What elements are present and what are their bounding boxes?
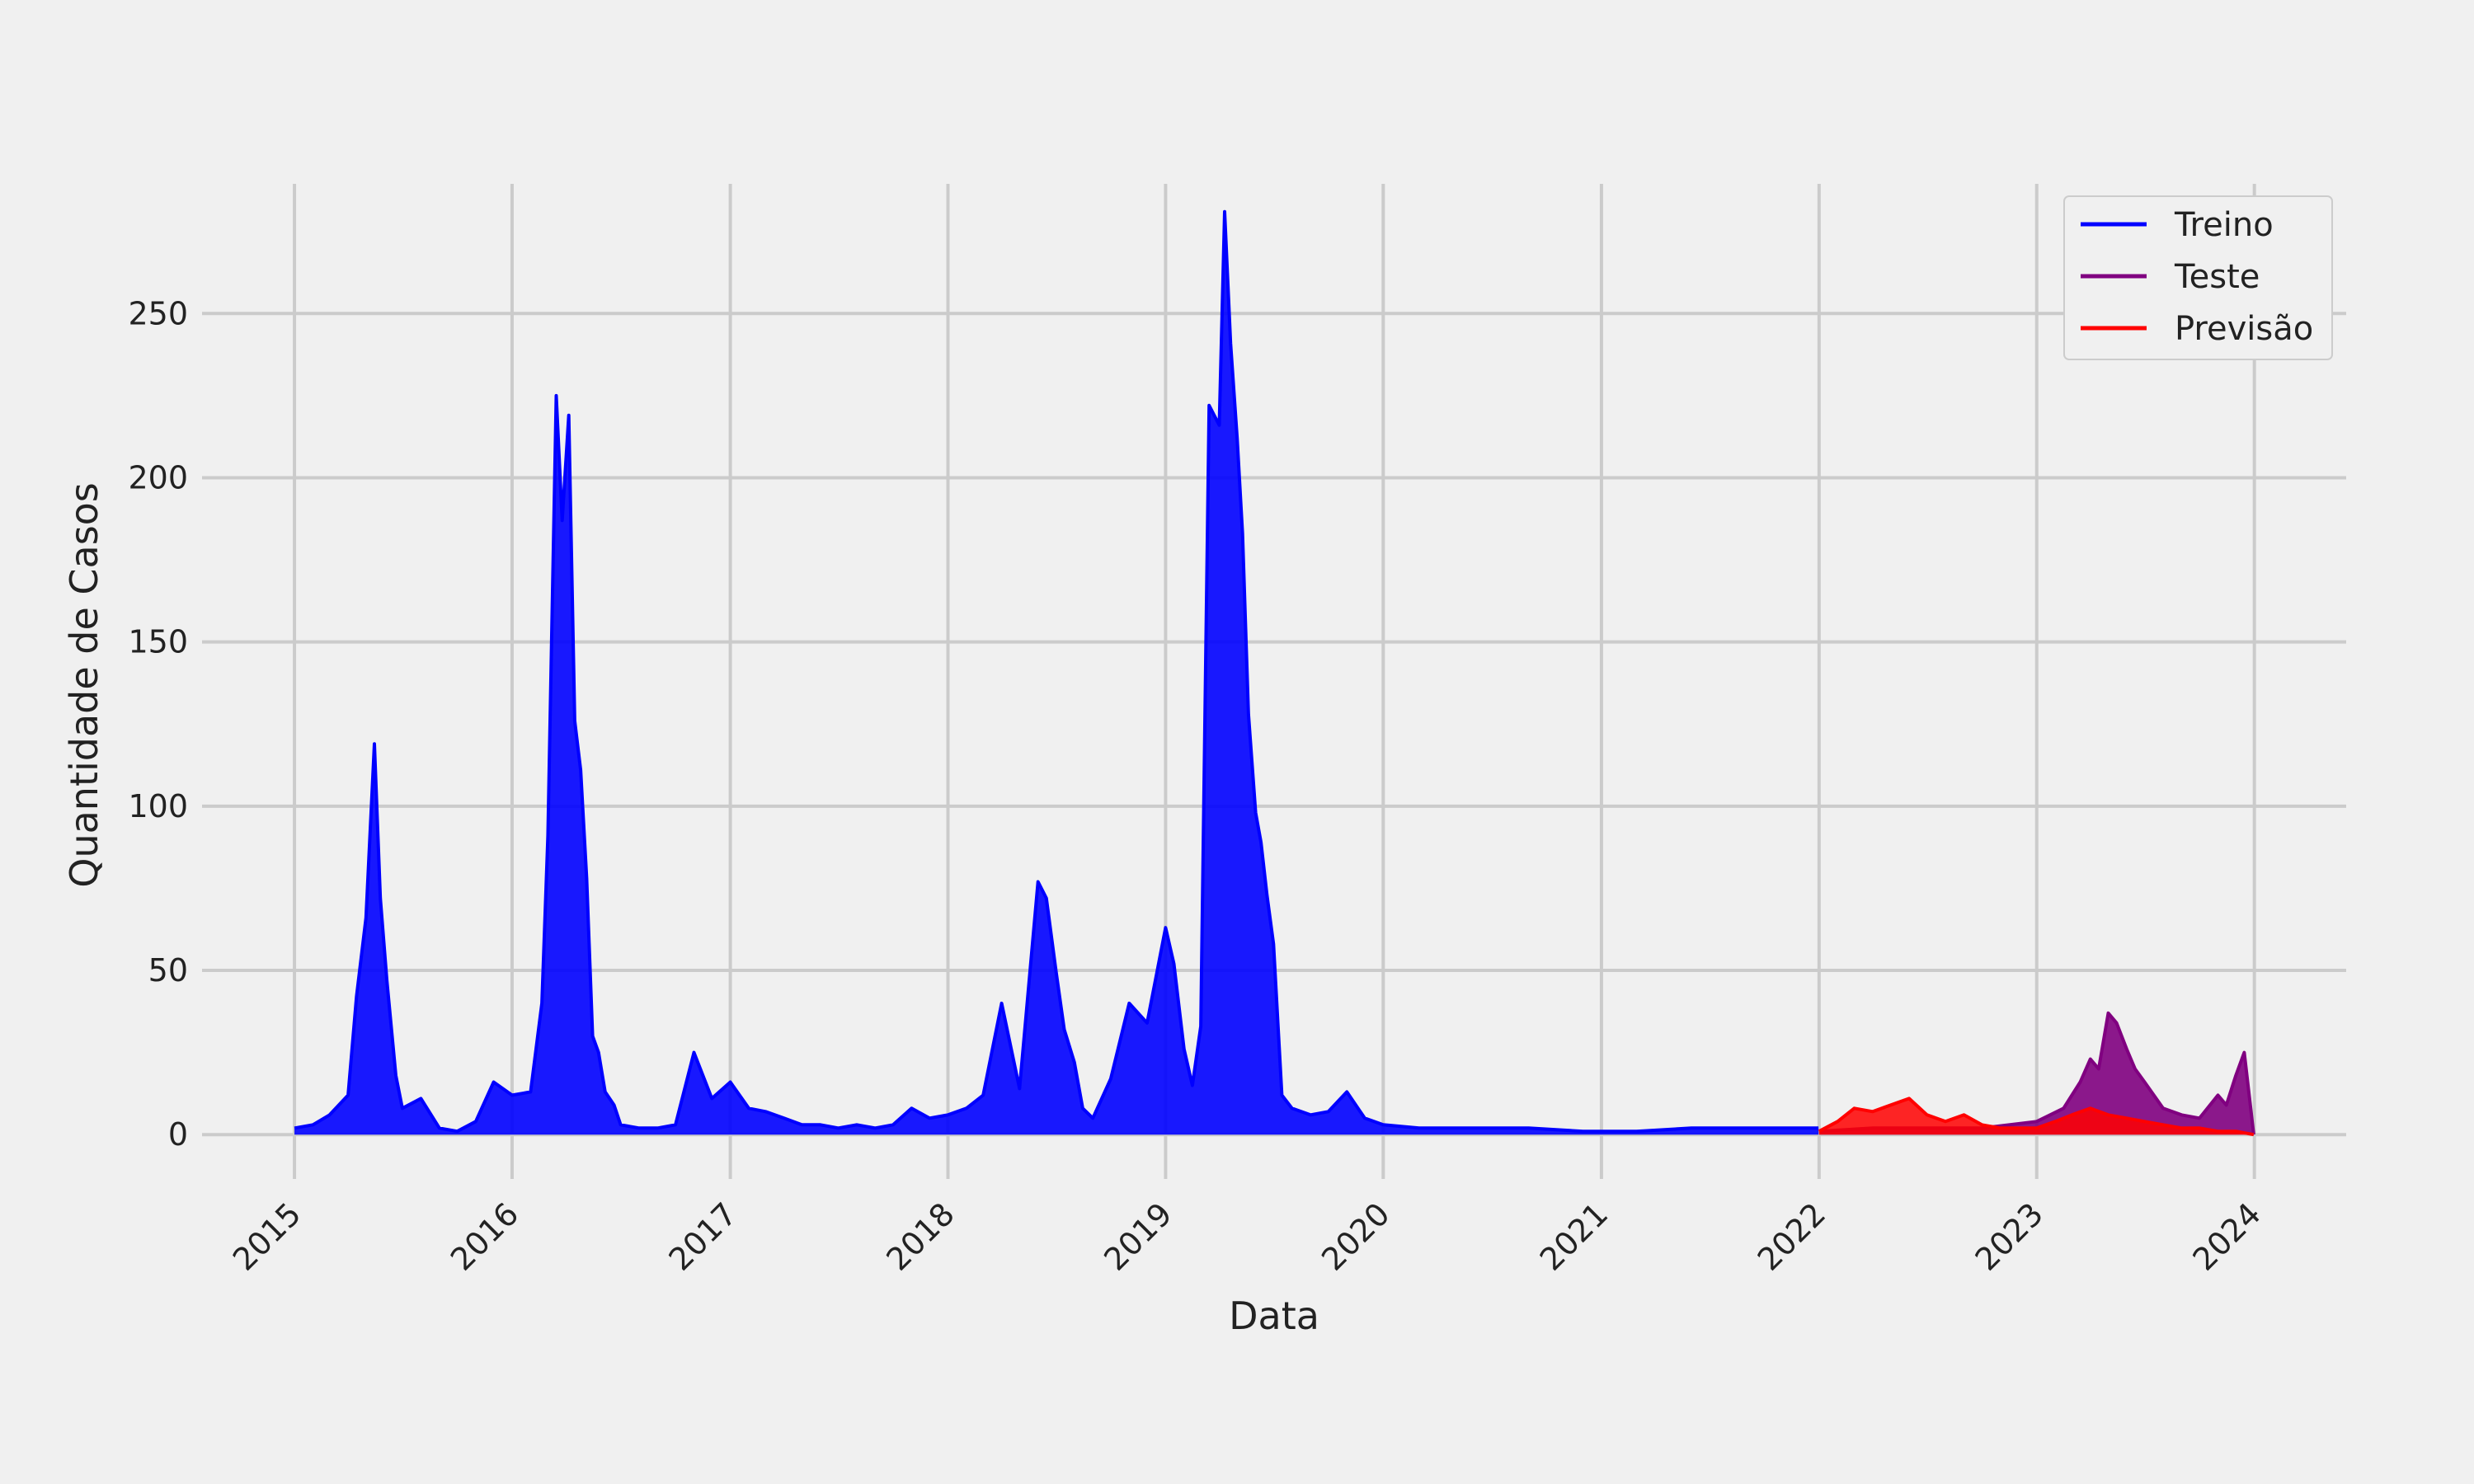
series-1	[1818, 1011, 2255, 1135]
series-0	[294, 209, 1819, 1135]
y-tick-label: 0	[168, 1116, 188, 1153]
series-line	[1818, 1011, 2255, 1135]
y-tick-label: 150	[128, 624, 188, 660]
series-area	[1818, 1012, 2254, 1135]
y-tick-label: 200	[128, 459, 188, 495]
y-tick-label: 250	[128, 295, 188, 331]
legend: Treino Teste Previsão	[2063, 195, 2333, 360]
series-line	[294, 209, 1819, 1134]
x-axis-label: Data	[1229, 1294, 1319, 1338]
series-layer	[294, 209, 2255, 1137]
legend-label: Treino	[2174, 206, 2274, 244]
y-axis-label: Quantidade de Casos	[62, 482, 106, 888]
series-line	[1818, 1097, 2255, 1137]
y-tick-label: 100	[128, 788, 188, 824]
series-area	[1818, 1098, 2254, 1135]
y-tick-label: 50	[148, 952, 188, 989]
legend-frame	[2063, 195, 2333, 360]
legend-label: Previsão	[2175, 310, 2313, 348]
series-2	[1818, 1097, 2255, 1137]
legend-label: Teste	[2174, 258, 2260, 296]
